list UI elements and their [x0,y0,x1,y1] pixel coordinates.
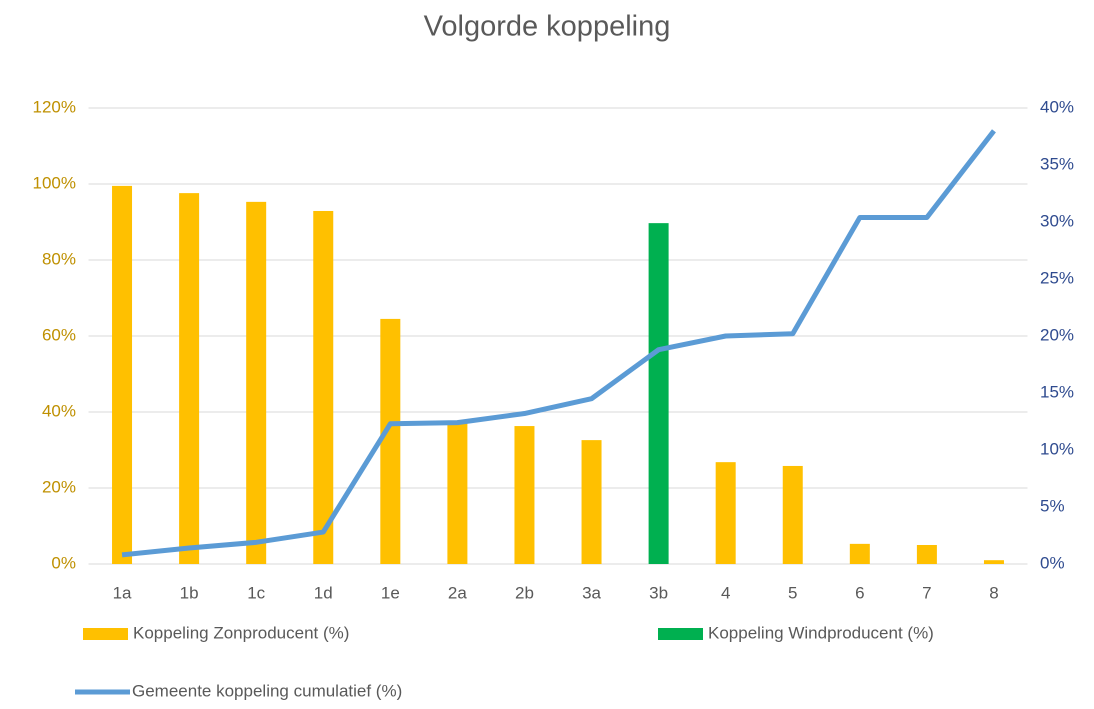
y-tick-label: 40% [42,401,76,420]
y2-tick-label: 25% [1040,268,1074,287]
legend-swatch [658,628,703,640]
y2-tick-label: 10% [1040,439,1074,458]
x-tick-label: 1e [381,583,400,602]
y2-tick-label: 40% [1040,97,1074,116]
bar [916,545,937,564]
bar [179,193,200,564]
y2-tick-label: 5% [1040,496,1065,515]
x-tick-label: 5 [788,583,797,602]
y2-tick-label: 35% [1040,154,1074,173]
bar [313,210,334,565]
x-tick-label: 3b [649,583,668,602]
y-tick-label: 20% [42,477,76,496]
legend-label: Koppeling Windproducent (%) [708,623,934,642]
y-tick-label: 80% [42,249,76,268]
line [121,129,996,558]
x-tick-label: 6 [855,583,864,602]
bar [715,462,736,564]
x-tick-label: 7 [922,583,931,602]
x-tick-label: 4 [721,583,730,602]
x-tick-label: 1a [113,583,132,602]
x-tick-label: 1c [247,583,265,602]
legend-label: Koppeling Zonproducent (%) [133,623,349,642]
y2-tick-label: 30% [1040,211,1074,230]
bar [380,318,401,564]
y-tick-label: 120% [33,97,76,116]
x-tick-label: 8 [989,583,998,602]
legend-label: Gemeente koppeling cumulatief (%) [132,681,402,700]
x-tick-label: 3a [582,583,601,602]
bar [246,201,267,565]
y2-tick-label: 0% [1040,553,1065,572]
x-tick-label: 2b [515,583,534,602]
bar [514,426,535,564]
bar [983,560,1004,564]
chart-title: Volgorde koppeling [424,11,671,43]
y-tick-label: 100% [33,173,76,192]
legend-swatch [83,628,128,640]
bar [782,465,803,564]
y2-tick-label: 15% [1040,382,1074,401]
y2-tick-label: 20% [1040,325,1074,344]
x-tick-label: 2a [448,583,467,602]
x-tick-label: 1d [314,583,333,602]
y-tick-label: 60% [42,325,76,344]
y-tick-label: 0% [51,553,76,572]
bar [849,543,870,564]
bar [648,223,669,564]
bar [112,185,133,564]
x-tick-label: 1b [180,583,199,602]
bar [581,440,602,564]
bar [447,421,468,564]
